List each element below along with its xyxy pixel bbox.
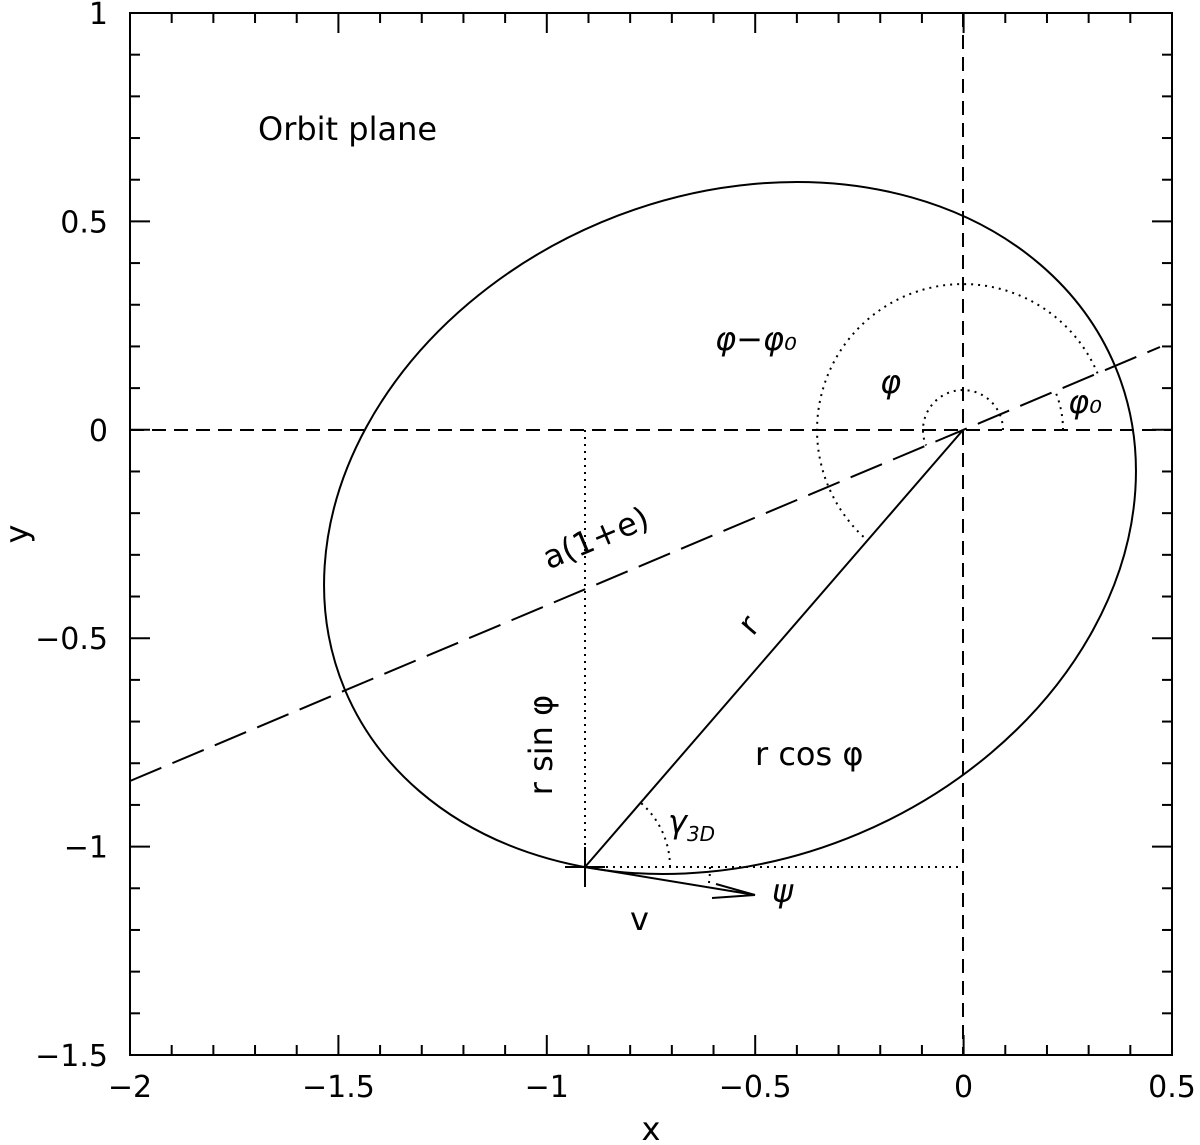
gamma-subscript: 3D bbox=[687, 822, 715, 846]
y-tick-label: −1 bbox=[64, 831, 108, 866]
phi-minus-phi0-arc bbox=[816, 283, 1099, 541]
x-tick-label: −2 bbox=[108, 1070, 152, 1105]
phi-minus-phi0-label: φ−φ₀ bbox=[715, 320, 797, 358]
y-tick-label: 1 bbox=[89, 0, 108, 32]
x-tick-label: −1.5 bbox=[302, 1070, 375, 1105]
psi-arc bbox=[707, 866, 711, 888]
phi0-arc bbox=[1054, 390, 1065, 431]
y-tick-label: 0 bbox=[89, 414, 108, 449]
x-axis-label: x bbox=[642, 1110, 661, 1145]
orbit bbox=[323, 181, 1137, 875]
phi-arc bbox=[922, 389, 1004, 446]
psi-label: ψ bbox=[772, 872, 794, 910]
phi0-label: φ₀ bbox=[1068, 383, 1102, 421]
plot-frame bbox=[129, 12, 1173, 1056]
major-axis-label: a(1+e) bbox=[537, 499, 654, 577]
x-tick-label: 0 bbox=[954, 1070, 973, 1105]
x-tick-label: −0.5 bbox=[719, 1070, 792, 1105]
r-cos-label: r cos φ bbox=[755, 735, 863, 773]
r-sin-label: r sin φ bbox=[522, 695, 560, 795]
major-axis bbox=[129, 346, 1161, 782]
velocity-label: v bbox=[630, 900, 649, 938]
arrow-head bbox=[711, 894, 756, 899]
y-axis-label: y bbox=[0, 525, 36, 544]
radius-line bbox=[584, 429, 964, 868]
arrow-head bbox=[715, 883, 756, 896]
y-tick-label: −0.5 bbox=[35, 622, 108, 657]
velocity-arrow bbox=[584, 866, 756, 896]
y-tick-label: −1.5 bbox=[35, 1039, 108, 1074]
radius-label: r bbox=[730, 607, 768, 642]
x-tick-label: 0.5 bbox=[1148, 1070, 1196, 1105]
gamma-symbol: γ bbox=[668, 803, 689, 841]
gamma-label: γ3D bbox=[668, 803, 715, 846]
y-tick-label: 0.5 bbox=[60, 205, 108, 240]
plane-label: Orbit plane bbox=[258, 110, 437, 148]
x-tick-label: −1 bbox=[525, 1070, 569, 1105]
gamma-arc bbox=[639, 801, 671, 868]
phi-label: φ bbox=[880, 363, 901, 401]
